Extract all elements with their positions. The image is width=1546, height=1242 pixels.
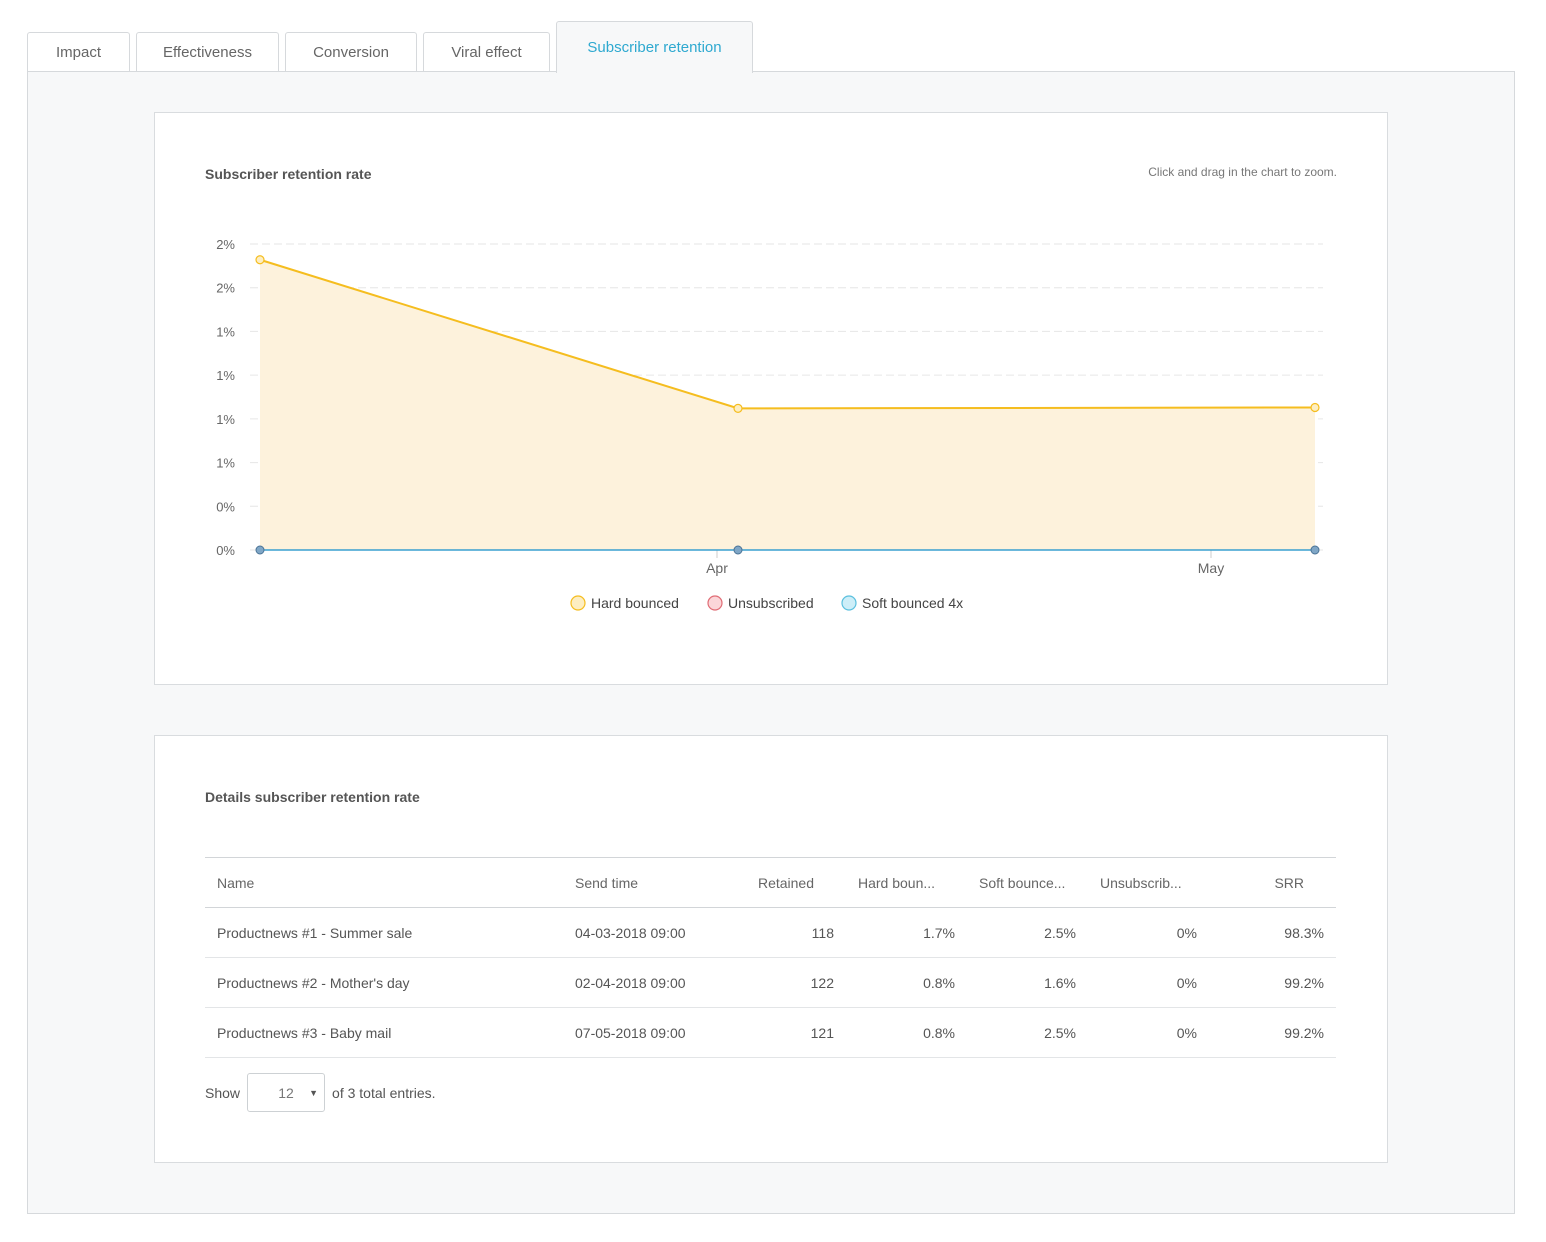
y-tick-label: 1% — [216, 324, 235, 339]
column-header-retained[interactable]: Retained — [736, 857, 846, 908]
hard-bounced-area — [260, 259, 1315, 550]
cell-retained: 121 — [736, 1007, 846, 1058]
cell-send-time: 07-05-2018 09:00 — [563, 1007, 736, 1058]
cell-retained: 122 — [736, 957, 846, 1008]
table-header-row: Name Send time Retained Hard boun... Sof… — [205, 857, 1336, 908]
tab-panel: Subscriber retention rate Click and drag… — [27, 71, 1515, 1214]
page-size-value: 12 — [278, 1084, 294, 1101]
soft-bounced-point[interactable] — [1310, 545, 1320, 555]
tab-bar: Impact Effectiveness Conversion Viral ef… — [27, 21, 1515, 73]
tab-subscriber-retention[interactable]: Subscriber retention — [556, 21, 753, 73]
table-row[interactable]: Productnews #1 - Summer sale 04-03-2018 … — [205, 907, 1336, 958]
hard-bounced-point[interactable] — [1310, 402, 1320, 413]
legend-swatch-icon — [841, 595, 857, 611]
cell-srr: 99.2% — [1209, 1007, 1336, 1058]
y-tick-label: 1% — [216, 412, 235, 427]
cell-unsubscribed: 0% — [1088, 957, 1209, 1008]
y-tick-label: 2% — [216, 237, 235, 252]
hard-bounced-point[interactable] — [733, 403, 743, 413]
zoom-hint: Click and drag in the chart to zoom. — [1148, 165, 1337, 179]
caret-down-icon: ▼ — [309, 1087, 319, 1098]
cell-name: Productnews #1 - Summer sale — [205, 907, 563, 958]
legend-swatch-icon — [707, 595, 723, 611]
cell-hard-bounced: 0.8% — [846, 1007, 967, 1058]
column-header-soft-bounced[interactable]: Soft bounce... — [967, 857, 1088, 908]
column-header-unsubscribed[interactable]: Unsubscrib... — [1088, 857, 1209, 908]
total-entries-label: of 3 total entries. — [332, 1084, 436, 1101]
column-header-srr[interactable]: SRR — [1209, 857, 1336, 908]
cell-send-time: 02-04-2018 09:00 — [563, 957, 736, 1008]
column-header-name[interactable]: Name — [205, 857, 563, 908]
hard-bounced-point[interactable] — [255, 255, 265, 265]
legend-label: Soft bounced 4x — [862, 595, 963, 611]
details-title: Details subscriber retention rate — [205, 789, 420, 805]
legend-item[interactable]: Unsubscribed — [707, 595, 814, 611]
tab-conversion[interactable]: Conversion — [285, 32, 417, 72]
y-tick-label: 0% — [216, 543, 235, 558]
soft-bounced-point[interactable] — [733, 545, 743, 555]
legend-item[interactable]: Soft bounced 4x — [841, 595, 963, 611]
details-table: Name Send time Retained Hard boun... Sof… — [205, 857, 1336, 1058]
column-header-hard-bounced[interactable]: Hard boun... — [846, 857, 967, 908]
page-size-select[interactable]: 12 ▼ — [247, 1073, 326, 1112]
cell-soft-bounced: 1.6% — [967, 957, 1088, 1008]
tab-viral-effect[interactable]: Viral effect — [423, 32, 550, 72]
table-row[interactable]: Productnews #3 - Baby mail 07-05-2018 09… — [205, 1007, 1336, 1058]
x-tick-label: May — [1198, 560, 1224, 576]
details-card: Details subscriber retention rate Name S… — [154, 735, 1388, 1163]
legend-label: Hard bounced — [591, 595, 679, 611]
chart-card: Subscriber retention rate Click and drag… — [154, 112, 1388, 685]
tab-effectiveness[interactable]: Effectiveness — [136, 32, 279, 72]
cell-srr: 98.3% — [1209, 907, 1336, 958]
y-tick-label: 0% — [216, 499, 235, 514]
cell-name: Productnews #2 - Mother's day — [205, 957, 563, 1008]
y-tick-label: 1% — [216, 368, 235, 383]
retention-chart[interactable]: 2% 2% 1% 1% 1% 1% 0% 0% Apr May Hard bounced Unsu… — [155, 113, 1389, 686]
cell-hard-bounced: 0.8% — [846, 957, 967, 1008]
cell-srr: 99.2% — [1209, 957, 1336, 1008]
y-tick-label: 1% — [216, 456, 235, 471]
cell-retained: 118 — [736, 907, 846, 958]
legend-swatch-icon — [570, 595, 586, 611]
pagination: Show 12 ▼ of 3 total entries. — [205, 1073, 436, 1112]
column-header-send-time[interactable]: Send time — [563, 857, 736, 908]
show-label: Show — [205, 1084, 241, 1101]
cell-soft-bounced: 2.5% — [967, 907, 1088, 958]
cell-unsubscribed: 0% — [1088, 1007, 1209, 1058]
x-tick-label: Apr — [706, 560, 728, 576]
cell-name: Productnews #3 - Baby mail — [205, 1007, 563, 1058]
soft-bounced-point[interactable] — [255, 545, 265, 555]
legend-label: Unsubscribed — [728, 595, 814, 611]
y-tick-label: 2% — [216, 281, 235, 296]
cell-unsubscribed: 0% — [1088, 907, 1209, 958]
cell-send-time: 04-03-2018 09:00 — [563, 907, 736, 958]
legend-item[interactable]: Hard bounced — [570, 595, 679, 611]
cell-soft-bounced: 2.5% — [967, 1007, 1088, 1058]
tab-impact[interactable]: Impact — [27, 32, 130, 72]
chart-title: Subscriber retention rate — [205, 166, 372, 182]
cell-hard-bounced: 1.7% — [846, 907, 967, 958]
table-row[interactable]: Productnews #2 - Mother's day 02-04-2018… — [205, 957, 1336, 1008]
